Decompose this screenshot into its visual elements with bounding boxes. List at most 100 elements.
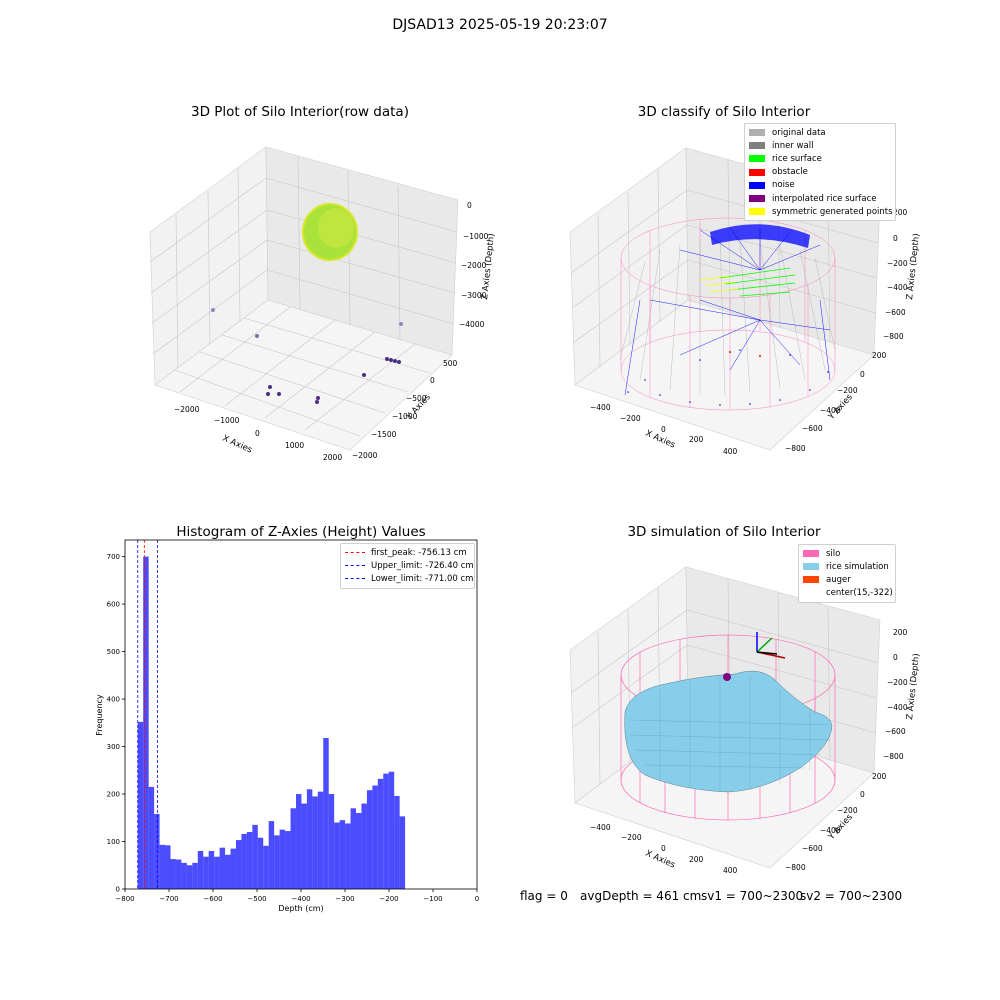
raw-ztick: −1000 [463, 232, 489, 241]
simulation-xtick: −200 [621, 833, 642, 842]
classify-y-ticks: 200 0 −200 −400 −600 −800 [785, 351, 887, 453]
histogram-bar [192, 862, 198, 889]
simulation-z-axis-label: Z Axies (Depth) [905, 653, 922, 720]
simulation-xtick: 400 [723, 866, 738, 875]
histogram-bar [372, 785, 378, 889]
histogram-xtick-label: −600 [203, 895, 222, 903]
simulation-center-marker [723, 673, 731, 681]
histogram-legend: first_peak: -756.13 cm Upper_limit: -726… [340, 543, 475, 589]
legend-entry-upper-limit: Upper_limit: -726.40 cm [341, 559, 474, 572]
simulation-x-ticks: −400 −200 0 200 400 [590, 823, 738, 875]
simulation-ytick: 0 [860, 790, 865, 799]
histogram-bars [137, 556, 406, 889]
classify-plot-title: 3D classify of Silo Interior [637, 104, 811, 120]
histogram-bar [312, 796, 318, 889]
legend-label: symmetric generated points [772, 206, 893, 217]
histogram-bar [263, 845, 269, 889]
classify-obstacle-points [729, 351, 761, 357]
classify-ztick: −600 [885, 308, 906, 317]
simulation-rice-mesh [629, 676, 831, 792]
simulation-ztick: −800 [883, 752, 904, 761]
histogram-bar [279, 829, 286, 889]
raw-xtick: 1000 [285, 441, 304, 450]
legend-entry-auger: auger [799, 573, 895, 586]
raw-outlier-points [211, 308, 403, 404]
histogram-bar [143, 556, 149, 889]
raw-xtick: −2000 [174, 405, 200, 414]
legend-swatch [749, 208, 765, 216]
simulation-ytick: −600 [802, 844, 823, 853]
classify-original-data [619, 237, 836, 396]
simulation-ytick: −800 [785, 863, 806, 872]
simulation-xtick: 0 [661, 844, 666, 853]
histogram-title: Histogram of Z-Axies (Height) Values [176, 524, 426, 540]
raw-ytick: −500 [406, 394, 427, 403]
simulation-legend: silo rice simulation auger center(15,-32… [798, 544, 896, 603]
legend-swatch [749, 142, 765, 150]
legend-entry-rice-surface: rice surface [745, 152, 895, 165]
legend-swatch [749, 181, 765, 189]
simulation-ztick: −400 [887, 703, 908, 712]
legend-label: rice surface [772, 153, 822, 164]
histogram-bar [241, 833, 247, 889]
histogram-xtick-label: −800 [115, 895, 134, 903]
simulation-xtick: 200 [689, 855, 704, 864]
histogram-bar [170, 859, 176, 889]
raw-xtick: −1000 [214, 416, 240, 425]
histogram-x-ticks: −800 −700 −600 −500 −400 −300 −200 −100 0 [115, 889, 479, 903]
classify-xtick: 0 [661, 425, 666, 434]
legend-label: Lower_limit: -771.00 cm [371, 573, 474, 584]
histogram-bar [225, 854, 231, 889]
raw-z-axis-label: Z Axies (Depth) [480, 233, 497, 300]
raw-point-cloud-inner [318, 208, 354, 248]
histogram-bar [394, 795, 400, 889]
footer-sv2: sv2 = 700~2300 [800, 889, 903, 903]
legend-label: first_peak: -756.13 cm [371, 547, 467, 558]
raw-outlier [389, 358, 393, 362]
legend-entry-symmetric-generated-points: symmetric generated points [745, 205, 895, 218]
footer-sv1: sv1 = 700~2300 [701, 889, 804, 903]
raw-x-ticks: −2000 −1000 0 1000 2000 [174, 405, 342, 462]
simulation-xtick: −400 [590, 823, 611, 832]
raw-outlier [393, 359, 397, 363]
legend-label: original data [772, 127, 826, 138]
classify-legend: original data inner wall rice surface ob… [744, 123, 896, 222]
legend-label: inner wall [772, 140, 814, 151]
classify-ytick: −200 [837, 386, 858, 395]
legend-swatch [749, 129, 765, 137]
raw-ztick: −2000 [461, 261, 487, 270]
histogram-bar [295, 794, 302, 889]
legend-line [345, 565, 365, 567]
simulation-z-ticks: 200 0 −200 −400 −600 −800 [883, 628, 908, 761]
histogram-bar [137, 721, 144, 889]
histogram-bar [197, 851, 204, 889]
classify-ztick: 0 [893, 234, 898, 243]
histogram-bar [383, 773, 389, 889]
legend-swatch [803, 550, 819, 558]
classify-z-axis-label: Z Axies (Depth) [905, 233, 922, 300]
classify-xtick: −200 [620, 414, 641, 423]
histogram-ytick-label: 500 [107, 648, 120, 656]
histogram-xtick-label: −500 [247, 895, 266, 903]
figure-title: DJSAD13 2025-05-19 20:23:07 [392, 17, 608, 33]
histogram-ytick-label: 700 [107, 553, 120, 561]
histogram-vlines [137, 540, 158, 889]
histogram-ytick-label: 200 [107, 791, 120, 799]
histogram-ytick-label: 100 [107, 838, 120, 846]
raw-outlier [316, 396, 320, 400]
classify-ztick: −200 [887, 259, 908, 268]
histogram-xtick-label: −400 [291, 895, 310, 903]
raw-ytick: 0 [430, 376, 435, 385]
raw-3d-plot: −2000 −1000 0 1000 2000 500 0 −500 −1000… [149, 146, 497, 462]
histogram-bar [175, 859, 182, 889]
histogram-bar [388, 771, 395, 889]
histogram-bar [361, 803, 367, 889]
simulation-ytick: −200 [837, 806, 858, 815]
histogram-chart: −800 −700 −600 −500 −400 −300 −200 −100 0 0 100 20… [95, 539, 479, 913]
legend-swatch [803, 563, 819, 571]
legend-label: obstacle [772, 167, 808, 178]
histogram-bar [230, 848, 236, 889]
classify-ztick: −400 [887, 283, 908, 292]
raw-ytick: −1500 [371, 430, 397, 439]
histogram-bar [285, 831, 291, 889]
